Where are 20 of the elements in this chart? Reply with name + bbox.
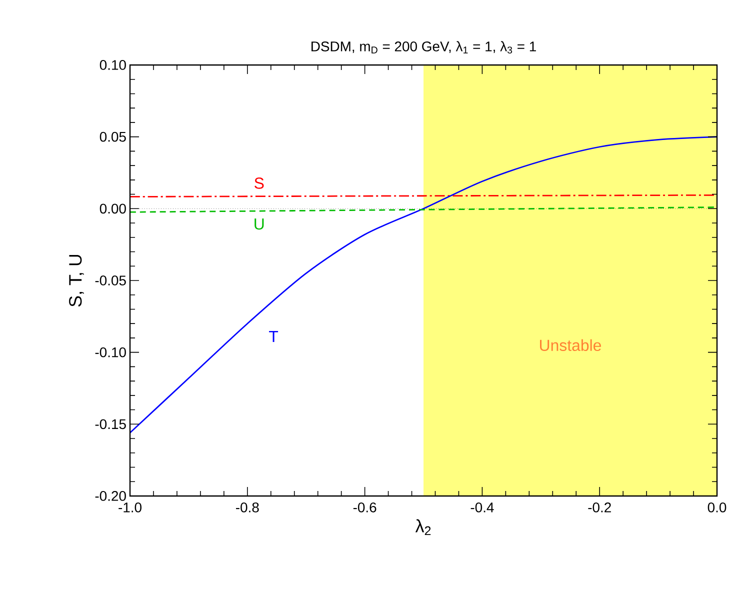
y-axis-title: S, T, U bbox=[69, 254, 84, 307]
x-axis-title: λ$_{2}$ bbox=[415, 519, 431, 536]
y-tick-label: -0.10 bbox=[95, 347, 126, 358]
band-label: Unstable bbox=[540, 339, 601, 351]
x-tick-label: -1.0 bbox=[118, 502, 142, 512]
x-tick-label: -0.4 bbox=[470, 502, 494, 512]
y-tick-label: -0.20 bbox=[95, 491, 126, 501]
x-tick-label: -0.2 bbox=[588, 502, 611, 512]
x-tick-label: -0.6 bbox=[353, 502, 376, 512]
x-tick-label: -0.8 bbox=[236, 502, 259, 512]
series-label: U bbox=[254, 218, 264, 230]
chart-title: DSDM, m$_{D}$ = 200 GeV, λ$_{1}$ = 1, λ$_{3}$ = 1 bbox=[312, 41, 536, 54]
y-tick-label: 0.00 bbox=[100, 204, 126, 214]
series-label: T bbox=[269, 331, 278, 342]
y-tick-label: -0.15 bbox=[95, 419, 126, 430]
series-label: S bbox=[254, 178, 264, 189]
y-tick-label: -0.05 bbox=[95, 276, 126, 286]
y-tick-label: 0.05 bbox=[100, 132, 126, 142]
y-tick-label: 0.10 bbox=[100, 60, 126, 70]
x-tick-label: 0.0 bbox=[708, 502, 726, 512]
